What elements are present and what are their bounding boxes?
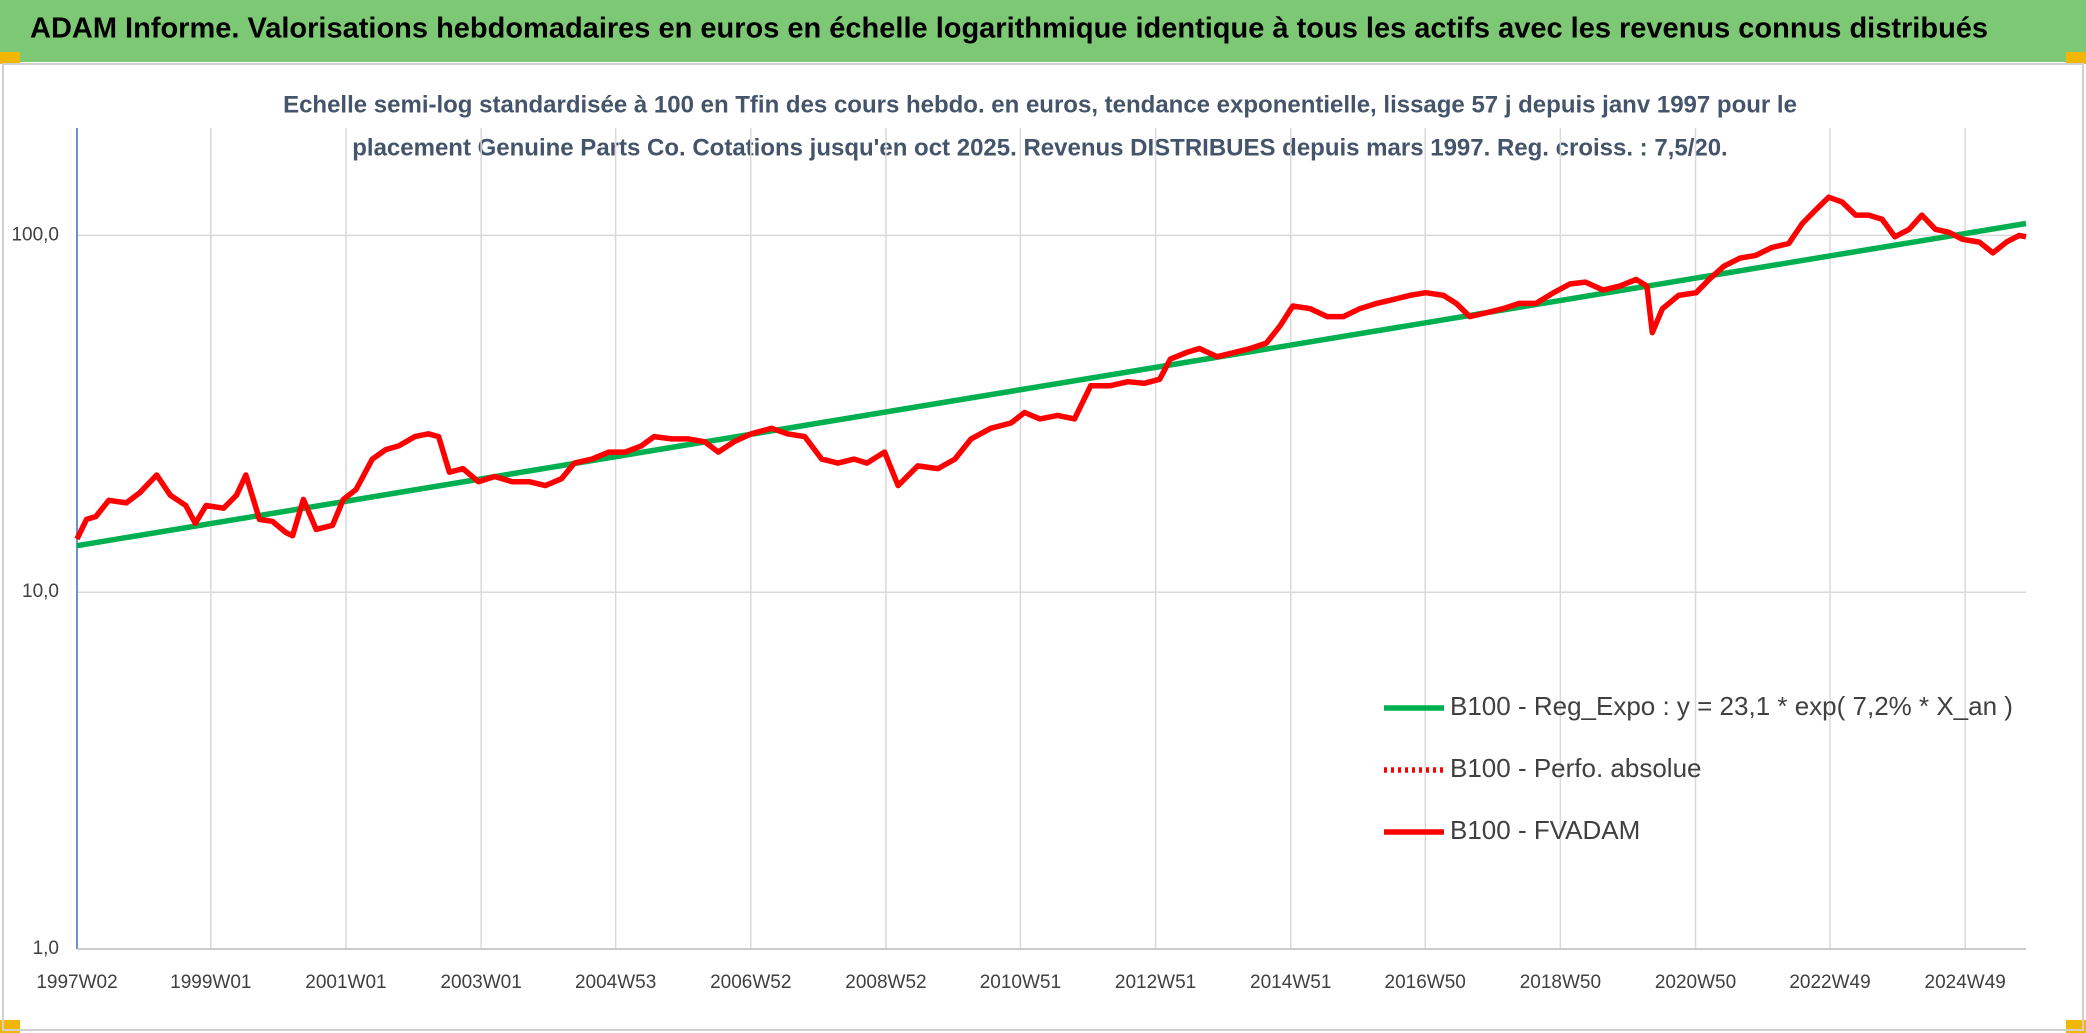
y-tick-label: 100,0 bbox=[11, 224, 59, 245]
corner-decoration bbox=[2066, 52, 2086, 64]
header-band bbox=[0, 0, 2086, 62]
x-tick-label: 2004W53 bbox=[575, 972, 656, 993]
legend-label: B100 - Reg_Expo : y = 23,1 * exp( 7,2% *… bbox=[1450, 691, 2013, 721]
x-tick-label: 2010W51 bbox=[980, 972, 1061, 993]
x-tick-label: 2018W50 bbox=[1520, 972, 1601, 993]
chart-border bbox=[2, 63, 2084, 1031]
x-tick-label: 2016W50 bbox=[1385, 972, 1466, 993]
chart-title: ADAM Informe. Valorisations hebdomadaire… bbox=[30, 13, 1988, 45]
x-tick-label: 2024W49 bbox=[1925, 972, 2006, 993]
x-tick-label: 1997W02 bbox=[36, 972, 117, 993]
x-tick-label: 2006W52 bbox=[710, 972, 791, 993]
x-tick-label: 2008W52 bbox=[845, 972, 926, 993]
x-tick-label: 2003W01 bbox=[440, 972, 521, 993]
legend-label: B100 - FVADAM bbox=[1450, 815, 1640, 845]
data-line bbox=[74, 194, 2027, 541]
x-tick-label: 2022W49 bbox=[1789, 972, 1870, 993]
x-tick-label: 2012W51 bbox=[1115, 972, 1196, 993]
x-tick-label: 2014W51 bbox=[1250, 972, 1331, 993]
x-tick-label: 1999W01 bbox=[170, 972, 251, 993]
chart-subtitle: Echelle semi-log standardisée à 100 en T… bbox=[283, 91, 1797, 118]
x-tick-label: 2001W01 bbox=[305, 972, 386, 993]
chart-subtitle: placement Genuine Parts Co. Cotations ju… bbox=[352, 134, 1727, 161]
corner-decoration bbox=[0, 52, 20, 64]
y-tick-label: 1,0 bbox=[33, 938, 59, 959]
y-tick-label: 10,0 bbox=[22, 581, 59, 602]
x-tick-label: 2020W50 bbox=[1655, 972, 1736, 993]
data-line bbox=[76, 220, 2027, 549]
legend-label: B100 - Perfo. absolue bbox=[1450, 753, 1702, 783]
